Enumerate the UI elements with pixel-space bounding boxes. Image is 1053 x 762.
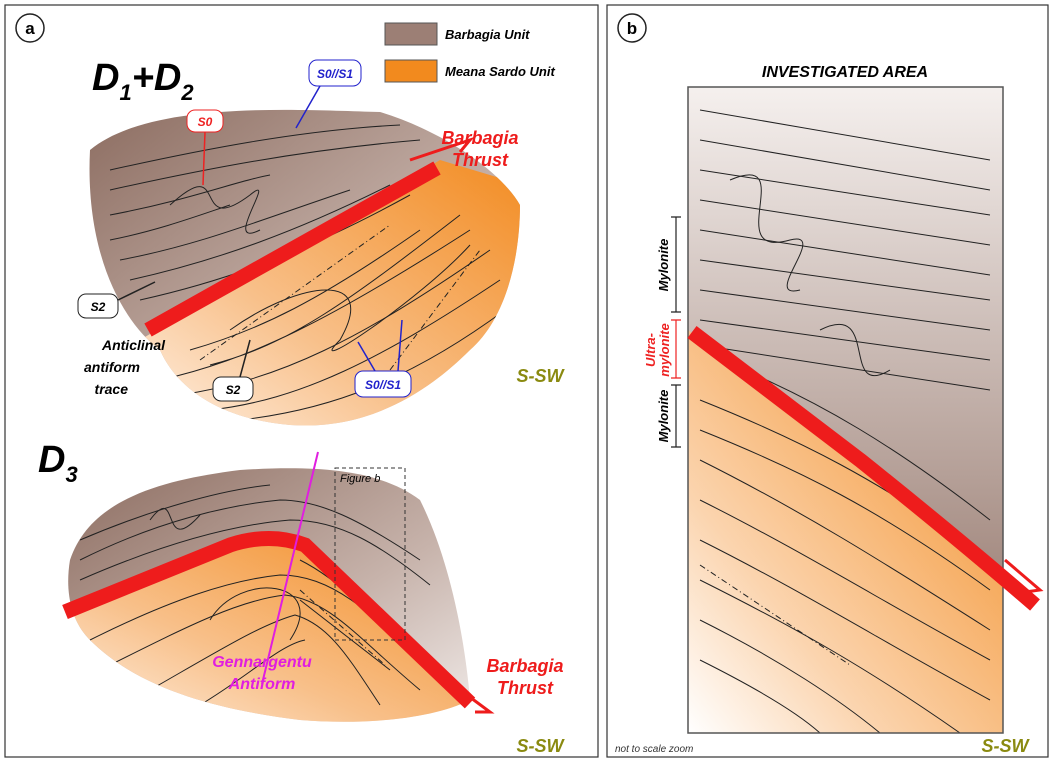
stage-part: 3 <box>65 462 77 487</box>
stage-label: D1+D2 <box>92 57 194 105</box>
stage-part: D <box>38 439 65 481</box>
zone-bracket <box>671 320 681 378</box>
investigated-area <box>688 87 1003 733</box>
figure: a Barbagia Unit Meana Sardo Unit D1+D2 B… <box>0 0 1053 762</box>
legend-label: Meana Sardo Unit <box>445 64 555 79</box>
stage-label: D3 <box>38 439 78 487</box>
note: not to scale zoom <box>615 744 693 755</box>
panel-title: INVESTIGATED AREA <box>762 64 928 81</box>
annotation: S2 <box>226 383 241 397</box>
annotation: Anticlinal antiform trace <box>84 337 166 397</box>
direction-label: S-SW <box>517 736 566 756</box>
panel-letter: b <box>627 19 637 38</box>
label-line: Barbagia <box>486 656 563 676</box>
annotation: S0//S1 <box>365 378 401 392</box>
label-line: Ultra- <box>643 333 658 367</box>
zone-label: Mylonite <box>656 239 671 292</box>
annotation: S0//S1 <box>317 67 353 81</box>
zone-label: Mylonite <box>656 390 671 443</box>
zone-label: Ultra-mylonite <box>643 323 672 376</box>
annotation: S2 <box>91 300 106 314</box>
label-line: Thrust <box>452 150 509 170</box>
label-line: mylonite <box>657 323 672 376</box>
annotation: S0 <box>198 115 213 129</box>
frame-label: Figure b <box>340 473 380 485</box>
stage-part: 2 <box>180 80 194 105</box>
stage-part: 1 <box>119 80 131 105</box>
legend-swatch <box>385 23 437 45</box>
label-line: trace <box>95 381 129 397</box>
stage-part: D <box>92 57 119 99</box>
panel-letter: a <box>25 19 35 38</box>
label-line: Barbagia <box>441 128 518 148</box>
label-line: Thrust <box>497 678 554 698</box>
legend-label: Barbagia Unit <box>445 27 530 42</box>
direction-label: S-SW <box>982 736 1031 756</box>
label-line: Antiform <box>228 676 296 693</box>
stage-part: +D <box>132 57 182 99</box>
label-line: Gennargentu <box>212 654 312 671</box>
label-line: antiform <box>84 359 140 375</box>
direction-label: S-SW <box>517 366 566 386</box>
legend-swatch <box>385 60 437 82</box>
label-line: Anticlinal <box>101 337 166 353</box>
